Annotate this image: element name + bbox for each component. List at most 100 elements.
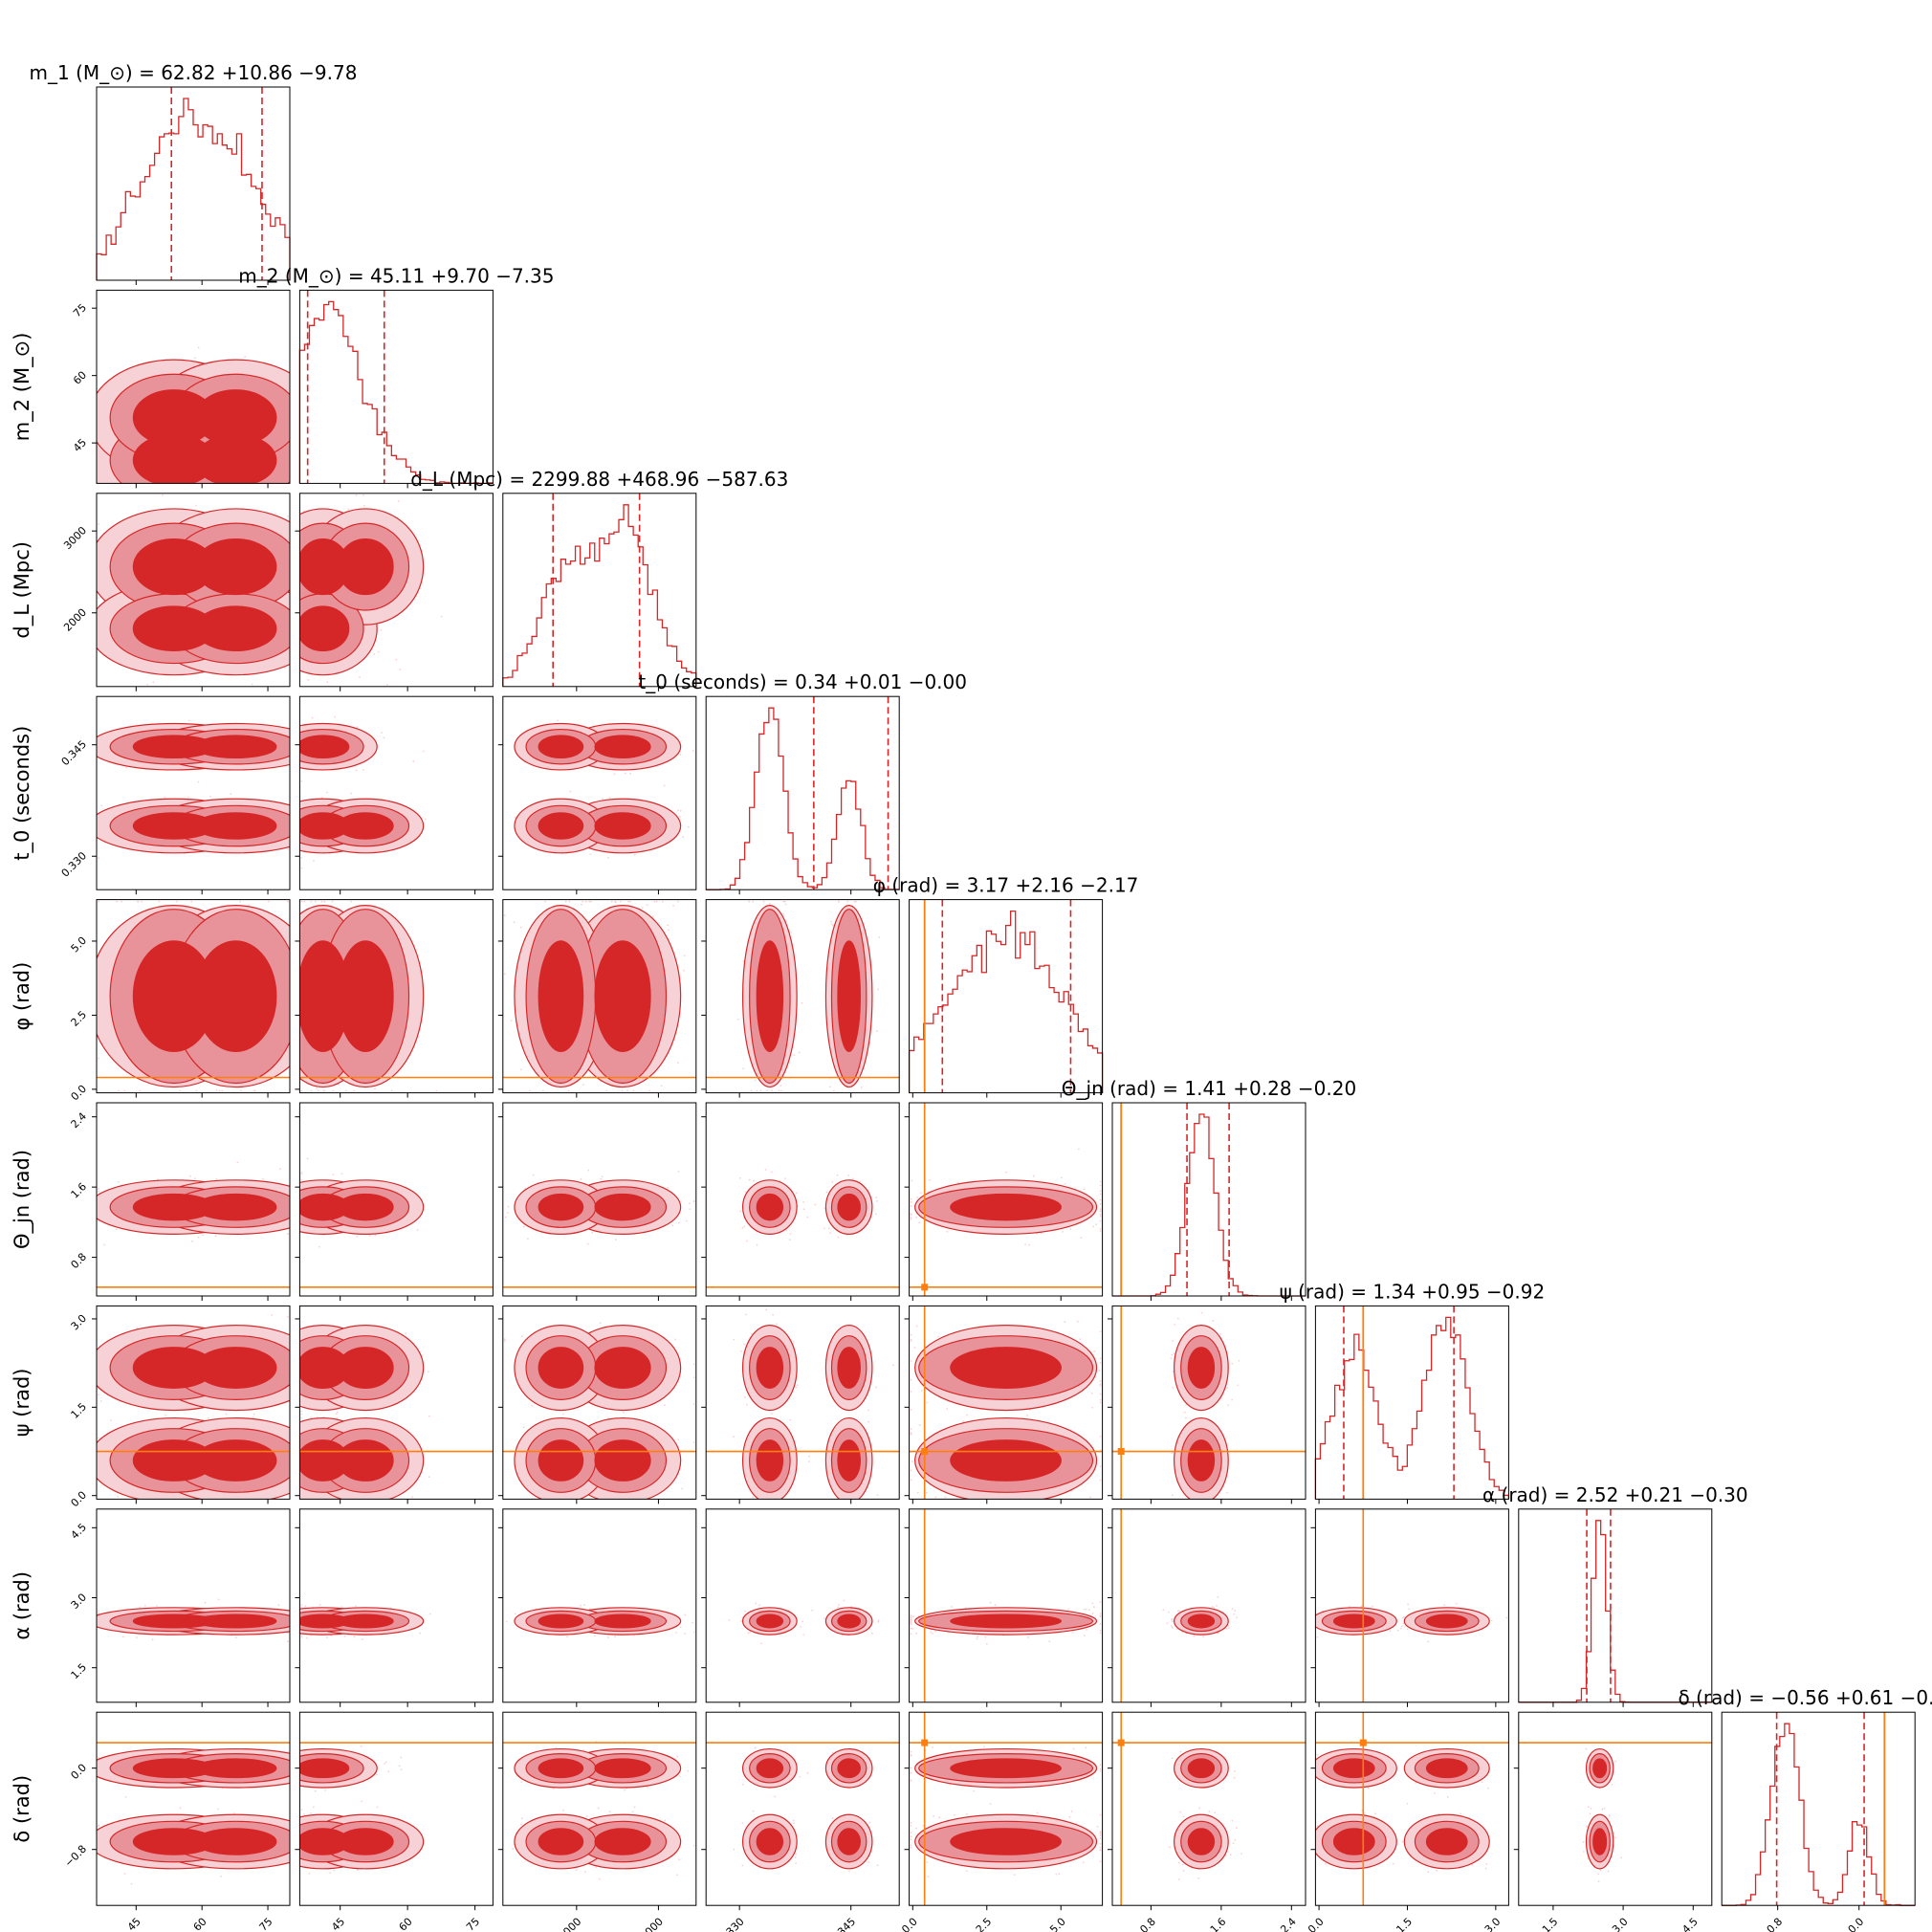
sample-point xyxy=(428,1476,430,1479)
sample-point xyxy=(651,915,654,918)
sample-point xyxy=(692,1403,695,1405)
sample-point xyxy=(362,504,365,507)
sample-point xyxy=(686,1219,688,1222)
sample-point xyxy=(344,1089,347,1092)
sample-point xyxy=(175,900,178,903)
contour-level-3 xyxy=(194,538,277,596)
sample-point xyxy=(829,1232,832,1235)
contour-panel-phi-theta_jn xyxy=(909,1103,1103,1296)
contour-level-3 xyxy=(194,1347,277,1389)
sample-point xyxy=(383,736,385,739)
sample-point xyxy=(655,900,658,903)
sample-point xyxy=(875,1030,878,1033)
sample-point xyxy=(1090,1392,1093,1394)
contour-panel-m1-psi xyxy=(97,1314,290,1500)
sample-point xyxy=(320,797,323,799)
sample-point xyxy=(739,1210,742,1213)
sample-point xyxy=(1172,1386,1175,1389)
sample-point xyxy=(621,1089,624,1092)
sample-point xyxy=(300,779,303,782)
sample-point xyxy=(768,902,771,905)
sample-point xyxy=(878,936,881,939)
sample-point xyxy=(1185,1416,1187,1419)
sample-point xyxy=(752,1496,755,1499)
sample-point xyxy=(1089,1496,1092,1499)
sample-point xyxy=(682,836,684,838)
sample-point xyxy=(892,1364,894,1367)
sample-point xyxy=(381,732,384,734)
sample-point xyxy=(121,900,123,903)
sample-point xyxy=(300,1171,303,1174)
contour-level-3 xyxy=(337,1193,394,1221)
contour-level-3 xyxy=(337,1439,394,1482)
sample-point xyxy=(591,1231,594,1234)
sample-point xyxy=(877,988,879,991)
contour-level-3 xyxy=(1187,1347,1216,1389)
sample-point xyxy=(918,1221,921,1224)
sample-point xyxy=(507,1205,510,1208)
sample-point xyxy=(362,494,364,496)
sample-point xyxy=(806,1216,809,1218)
sample-point xyxy=(875,1197,878,1198)
sample-point xyxy=(355,494,358,496)
sample-point xyxy=(689,1208,692,1211)
sample-point xyxy=(589,853,592,856)
sample-point xyxy=(1026,1414,1029,1416)
sample-point xyxy=(692,1200,695,1203)
contour-level-3 xyxy=(299,605,350,652)
sample-point xyxy=(584,900,587,903)
sample-point xyxy=(1098,1370,1101,1372)
sample-point xyxy=(745,1313,747,1316)
sample-point xyxy=(1099,1230,1102,1232)
sample-point xyxy=(318,1245,320,1248)
sample-point xyxy=(1231,1398,1234,1401)
sample-point xyxy=(251,683,253,686)
sample-point xyxy=(380,628,383,631)
sample-point xyxy=(742,960,745,963)
sample-point xyxy=(674,1338,676,1341)
contour-level-3 xyxy=(594,735,651,759)
sample-point xyxy=(300,867,303,869)
sample-point xyxy=(1212,1320,1215,1322)
sample-point xyxy=(586,1242,589,1245)
sample-point xyxy=(944,1496,947,1499)
sample-point xyxy=(1226,1491,1228,1494)
sample-point xyxy=(784,903,787,906)
sample-point xyxy=(335,1413,338,1415)
sample-point xyxy=(681,1487,684,1490)
sample-point xyxy=(317,1089,319,1092)
sample-point xyxy=(601,1175,604,1178)
sample-point xyxy=(739,1176,741,1179)
sample-point xyxy=(910,1333,912,1336)
sample-point xyxy=(746,1403,748,1406)
truth-marker xyxy=(921,1284,929,1291)
sample-point xyxy=(682,969,685,972)
sample-point xyxy=(125,766,128,769)
sample-point xyxy=(692,1441,695,1443)
sample-point xyxy=(581,900,583,903)
sample-point xyxy=(946,1408,949,1410)
truth-marker xyxy=(1117,1448,1125,1456)
sample-point xyxy=(678,1221,680,1224)
sample-point xyxy=(910,1338,912,1341)
sample-point xyxy=(784,900,786,903)
sample-point xyxy=(1005,1171,1007,1174)
sample-point xyxy=(743,1225,746,1228)
sample-point xyxy=(1183,1411,1186,1414)
sample-point xyxy=(215,1089,218,1091)
sample-point xyxy=(322,1089,325,1092)
contour-level-3 xyxy=(950,1193,1062,1221)
sample-point xyxy=(359,676,361,679)
contour-level-3 xyxy=(337,812,394,840)
sample-point xyxy=(137,900,140,903)
sample-point xyxy=(303,510,305,513)
sample-point xyxy=(300,1173,303,1175)
sample-point xyxy=(98,900,99,903)
contour-panel-m1-alpha xyxy=(97,1598,290,1643)
sample-point xyxy=(230,793,232,795)
sample-point xyxy=(374,1234,377,1237)
sample-point xyxy=(762,900,765,903)
sample-point xyxy=(338,1083,340,1086)
sample-point xyxy=(300,857,303,859)
sample-point xyxy=(750,1089,753,1092)
